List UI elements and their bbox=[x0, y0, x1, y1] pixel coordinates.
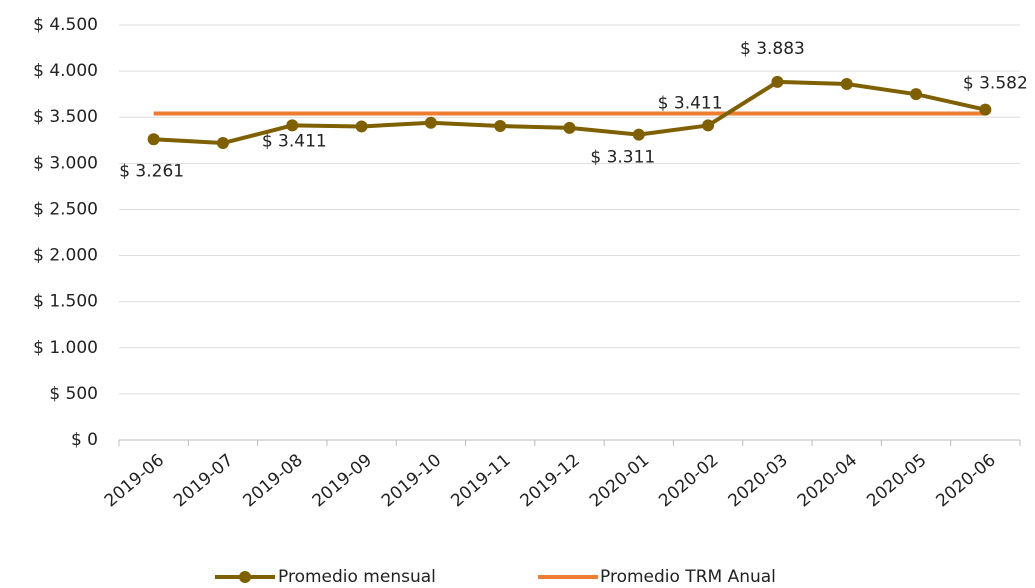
point bbox=[840, 78, 853, 91]
point bbox=[910, 88, 923, 101]
point bbox=[494, 119, 507, 132]
data-label: $ 3.883 bbox=[740, 39, 805, 59]
point bbox=[771, 75, 784, 88]
point bbox=[979, 103, 992, 116]
point bbox=[702, 119, 715, 132]
x-tick-label: 2020-05 bbox=[863, 450, 930, 511]
x-tick-label: 2020-01 bbox=[586, 450, 653, 511]
data-label: $ 3.582 bbox=[963, 74, 1028, 94]
x-tick-label: 2019-11 bbox=[447, 450, 514, 511]
point bbox=[216, 137, 229, 150]
data-label: $ 3.261 bbox=[119, 161, 184, 181]
data-label: $ 3.411 bbox=[262, 131, 327, 151]
data-label: $ 3.411 bbox=[658, 93, 723, 113]
data-label: $ 3.311 bbox=[590, 148, 655, 168]
y-tick-label: $ 1.000 bbox=[33, 338, 98, 358]
x-tick-label: 2019-10 bbox=[378, 450, 445, 511]
x-tick-label: 2019-09 bbox=[309, 450, 376, 511]
y-tick-label: $ 2.500 bbox=[33, 199, 98, 219]
x-tick-label: 2019-08 bbox=[239, 450, 306, 511]
y-tick-label: $ 4.500 bbox=[33, 15, 98, 35]
x-tick-label: 2020-03 bbox=[725, 450, 792, 511]
point bbox=[355, 120, 368, 133]
y-tick-label: $ 2.000 bbox=[33, 246, 98, 266]
point bbox=[286, 119, 299, 132]
y-tick-label: $ 3.500 bbox=[33, 107, 98, 127]
legend-label: Promedio TRM Anual bbox=[600, 567, 776, 587]
point bbox=[632, 128, 645, 141]
y-tick-label: $ 1.500 bbox=[33, 292, 98, 312]
x-tick-label: 2019-12 bbox=[517, 450, 584, 511]
point bbox=[424, 116, 437, 129]
point bbox=[563, 121, 576, 134]
x-tick-label: 2019-07 bbox=[170, 450, 237, 511]
y-tick-label: $ 4.000 bbox=[33, 61, 98, 81]
y-tick-label: $ 0 bbox=[71, 430, 98, 450]
x-tick-label: 2020-04 bbox=[794, 450, 861, 511]
x-tick-label: 2020-02 bbox=[655, 450, 722, 511]
x-tick-label: 2020-06 bbox=[933, 450, 1000, 511]
point bbox=[147, 133, 160, 146]
x-tick-label: 2019-06 bbox=[101, 450, 168, 511]
y-tick-label: $ 3.000 bbox=[33, 153, 98, 173]
legend-label: Promedio mensual bbox=[278, 567, 436, 587]
y-tick-label: $ 500 bbox=[49, 384, 98, 404]
legend-marker bbox=[239, 571, 251, 583]
